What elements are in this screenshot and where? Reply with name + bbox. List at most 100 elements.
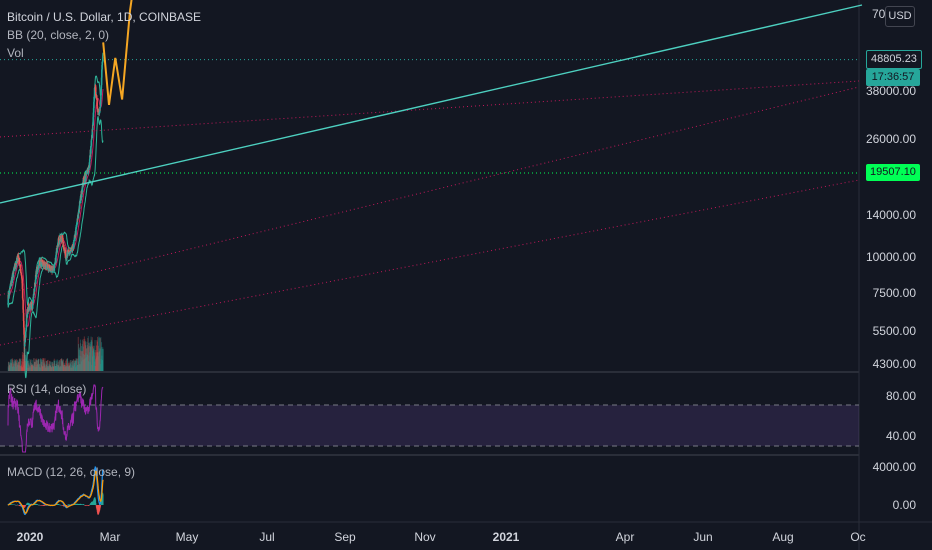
volume-bar: [60, 358, 62, 371]
volume-bar: [21, 361, 23, 371]
candle-body: [20, 269, 22, 274]
volume-bar: [76, 358, 78, 371]
ascending-trendline[interactable]: [0, 4, 863, 204]
volume-bar: [89, 347, 91, 371]
volume-bar: [26, 351, 28, 371]
volume-bar: [61, 359, 63, 371]
price-tick-label: 14000.00: [866, 208, 916, 222]
volume-bar: [38, 359, 40, 371]
volume-bar: [24, 363, 26, 371]
volume-bar: [58, 360, 60, 371]
volume-bar: [19, 358, 21, 371]
chart-title-legend[interactable]: Bitcoin / U.S. Dollar, 1D, COINBASE: [7, 10, 202, 24]
volume-bar: [22, 366, 24, 371]
volume-bar: [50, 365, 52, 371]
macd-legend[interactable]: MACD (12, 26, close, 9): [7, 465, 136, 479]
macd-tick-label: 0.00: [893, 498, 917, 512]
volume-bar: [93, 355, 95, 371]
projected-price-path[interactable]: [102, 0, 134, 106]
candle-body: [23, 327, 25, 335]
volume-bar: [91, 356, 93, 371]
volume-bar: [21, 367, 23, 371]
volume-bar: [15, 359, 17, 371]
dotted-trendline-2[interactable]: [0, 86, 860, 296]
macd-histogram-bar: [83, 504, 85, 505]
volume-bar: [40, 364, 42, 371]
dotted-trendline-1[interactable]: [0, 80, 860, 138]
candle-body: [102, 59, 104, 61]
volume-bar: [17, 364, 19, 371]
volume-bar: [54, 365, 56, 371]
volume-bar: [17, 361, 19, 371]
candle-body: [38, 261, 40, 269]
volume-bar: [93, 348, 95, 371]
rsi-pane[interactable]: [0, 384, 859, 453]
rsi-line: [7, 384, 104, 453]
rsi-legend[interactable]: RSI (14, close): [7, 382, 87, 396]
volume-bar: [81, 346, 83, 371]
volume-bar: [26, 359, 28, 371]
volume-bar: [51, 367, 53, 371]
volume-bar: [99, 337, 101, 371]
volume-bar: [30, 367, 32, 371]
volume-bar: [102, 346, 104, 371]
volume-bar: [40, 358, 42, 371]
volume-bar: [81, 357, 83, 371]
volume-bar: [54, 365, 56, 371]
candle-body: [89, 155, 91, 160]
volume-bar: [101, 359, 103, 371]
macd-pane[interactable]: [7, 466, 104, 516]
volume-bar: [78, 349, 80, 371]
volume-bar: [76, 364, 78, 371]
candle-body: [34, 275, 37, 284]
volume-bar: [16, 365, 18, 371]
volume-bar: [85, 353, 87, 371]
volume-bar: [63, 365, 65, 371]
currency-button[interactable]: USD: [885, 6, 915, 27]
bollinger-legend[interactable]: BB (20, close, 2, 0): [7, 28, 110, 42]
volume-bar: [62, 363, 64, 371]
candle-body: [90, 140, 93, 146]
volume-bar: [20, 366, 22, 371]
volume-bar: [87, 345, 89, 371]
volume-bar: [9, 364, 11, 371]
price-axis[interactable]: 38000.00 26000.00 14000.00 10000.00 7500.00 5…: [866, 7, 916, 512]
candle-body: [99, 104, 102, 108]
candle-body: [95, 95, 98, 98]
volume-bar: [31, 363, 33, 371]
volume-bar: [73, 365, 75, 371]
volume-bar: [13, 362, 15, 371]
volume-bar: [55, 365, 57, 371]
candle-body: [96, 106, 99, 109]
volume-bar: [80, 350, 82, 371]
volume-bar: [96, 352, 98, 371]
volume-bar: [95, 350, 97, 371]
volume-bar: [69, 362, 71, 371]
dotted-trendline-3[interactable]: [0, 179, 860, 346]
volume-bar: [20, 365, 22, 371]
price-tick-label: 26000.00: [866, 132, 916, 146]
candle-body: [7, 298, 10, 299]
volume-bar: [47, 366, 49, 371]
volume-bar: [83, 353, 85, 371]
volume-legend[interactable]: Vol: [7, 46, 24, 60]
volume-bar: [86, 348, 88, 371]
volume-bar: [10, 358, 12, 371]
volume-bar: [34, 367, 36, 371]
time-axis[interactable]: 2020 Mar May Jul Sep Nov 2021 Apr Jun Aug Oc: [17, 530, 866, 544]
volume-bar: [99, 348, 101, 371]
price-pane[interactable]: [0, 0, 863, 379]
volume-bar: [19, 359, 21, 371]
time-tick-label: Apr: [616, 530, 635, 544]
volume-bar: [50, 367, 52, 371]
volume-bar: [27, 367, 29, 371]
volume-bar: [62, 361, 64, 371]
volume-bar: [80, 361, 82, 371]
volume-bar: [92, 345, 94, 371]
volume-bar: [82, 346, 84, 371]
volume-bar: [67, 366, 69, 371]
volume-bar: [64, 366, 66, 371]
candle-body: [32, 297, 34, 303]
volume-bar: [77, 364, 79, 371]
